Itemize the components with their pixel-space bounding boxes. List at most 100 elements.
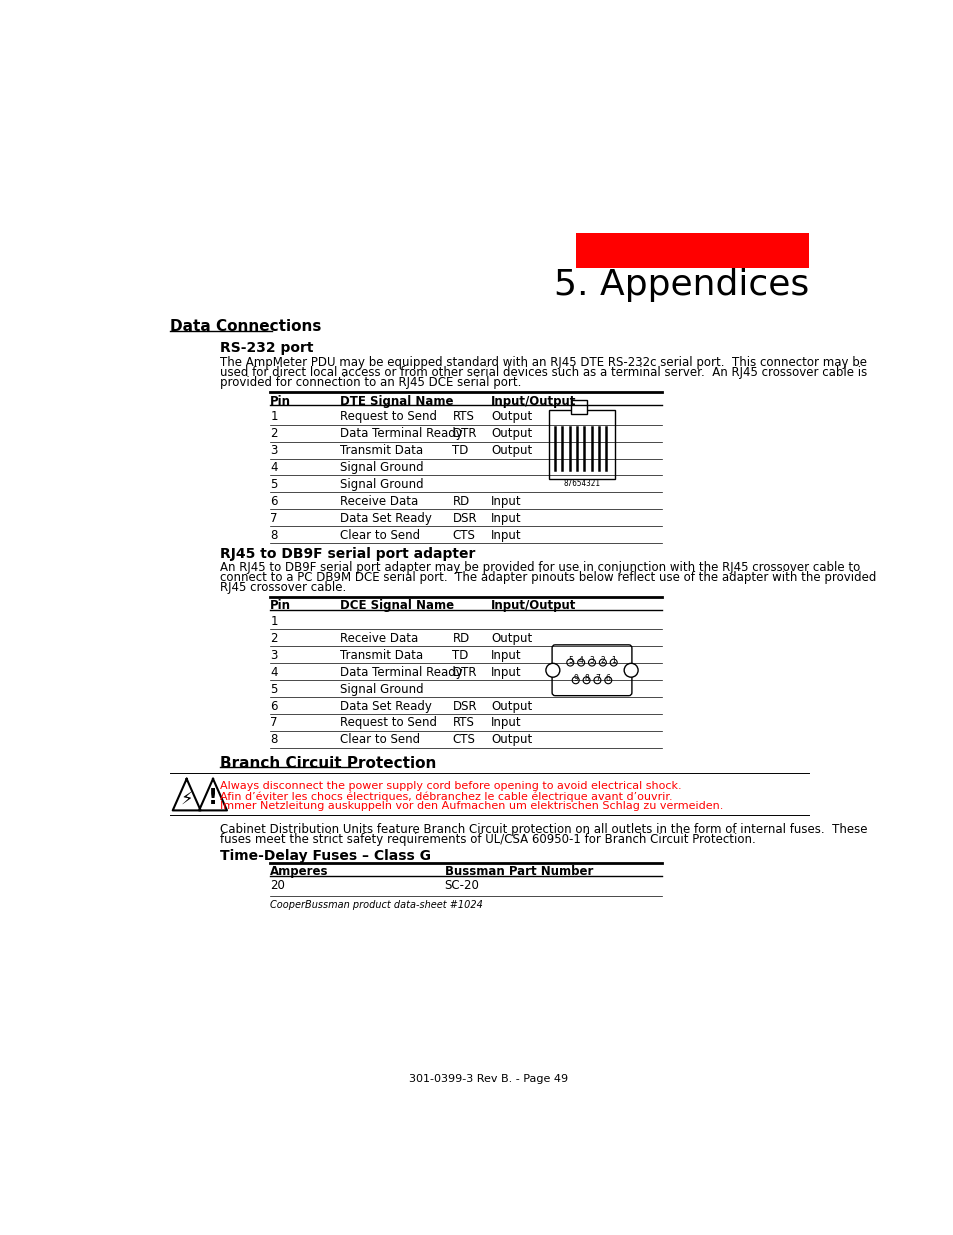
Text: The AmpMeter PDU may be equipped standard with an RJ45 DTE RS-232c serial port. : The AmpMeter PDU may be equipped standar… [220,356,866,369]
Bar [576,233,808,268]
Circle shape [545,663,559,677]
Text: Output: Output [491,443,532,457]
Text: Data Set Ready: Data Set Ready [340,511,432,525]
Text: Input: Input [491,716,521,730]
Text: RTS: RTS [452,716,474,730]
Text: SC-20: SC-20 [444,879,479,892]
Text: Signal Ground: Signal Ground [340,683,423,695]
Text: CTS: CTS [452,529,475,542]
Text: RJ45 crossover cable.: RJ45 crossover cable. [220,580,346,594]
Text: 87654321: 87654321 [563,479,600,488]
Text: 6: 6 [605,674,610,683]
Text: 3: 3 [270,648,277,662]
Text: Output: Output [491,632,532,645]
Text: Signal Ground: Signal Ground [340,461,423,474]
Text: Data Connections: Data Connections [170,319,320,335]
Text: RJ45 to DB9F serial port adapter: RJ45 to DB9F serial port adapter [220,547,475,561]
Text: 5. Appendices: 5. Appendices [553,268,808,303]
Circle shape [604,677,611,684]
Text: Amperes: Amperes [270,864,329,878]
Text: Input: Input [491,495,521,508]
Text: provided for connection to an RJ45 DCE serial port.: provided for connection to an RJ45 DCE s… [220,377,521,389]
Text: TD: TD [452,443,468,457]
Text: Input/Output: Input/Output [491,599,576,613]
Text: RTS: RTS [452,410,474,424]
Text: Data Terminal Ready: Data Terminal Ready [340,666,462,679]
Text: TD: TD [452,648,468,662]
Text: 1: 1 [270,410,277,424]
Text: 5: 5 [270,683,277,695]
Text: 8: 8 [583,674,588,683]
Text: Branch Circuit Protection: Branch Circuit Protection [220,756,436,771]
Text: Clear to Send: Clear to Send [340,734,420,746]
Text: 4: 4 [578,656,583,666]
Text: Transmit Data: Transmit Data [340,648,423,662]
Text: 1: 1 [270,615,277,627]
Circle shape [623,663,638,677]
Text: 6: 6 [270,495,277,508]
Bar [549,410,615,479]
Text: Bussman Part Number: Bussman Part Number [444,864,593,878]
Text: Pin: Pin [270,599,291,613]
Text: Pin: Pin [270,395,291,408]
Bar [571,400,586,414]
Text: Time-Delay Fuses – Class G: Time-Delay Fuses – Class G [220,848,431,863]
Text: RD: RD [452,495,469,508]
Text: 1: 1 [611,656,616,666]
Text: Receive Data: Receive Data [340,632,418,645]
Text: Output: Output [491,410,532,424]
Circle shape [588,659,595,666]
Text: 3: 3 [270,443,277,457]
Text: Afin d’éviter les chocs électriques, débranchez le cable électrique avant d’ouvr: Afin d’éviter les chocs électriques, déb… [220,792,672,802]
Text: 4: 4 [270,461,277,474]
Text: fuses meet the strict safety requirements of UL/CSA 60950-1 for Branch Circuit P: fuses meet the strict safety requirement… [220,832,755,846]
Text: Signal Ground: Signal Ground [340,478,423,490]
FancyBboxPatch shape [552,645,631,695]
Circle shape [594,677,600,684]
Text: Clear to Send: Clear to Send [340,529,420,542]
Text: DTR: DTR [452,666,476,679]
Text: Output: Output [491,699,532,713]
Text: RS-232 port: RS-232 port [220,341,314,354]
Text: 8: 8 [270,734,277,746]
Text: DCE Signal Name: DCE Signal Name [340,599,454,613]
Text: Input: Input [491,529,521,542]
Text: DTE Signal Name: DTE Signal Name [340,395,453,408]
Text: Data Terminal Ready: Data Terminal Ready [340,427,462,440]
Text: An RJ45 to DB9F serial port adapter may be provided for use in conjunction with : An RJ45 to DB9F serial port adapter may … [220,561,860,574]
Text: used for direct local access or from other serial devices such as a terminal ser: used for direct local access or from oth… [220,366,866,379]
Text: Receive Data: Receive Data [340,495,418,508]
Text: 7: 7 [270,716,277,730]
Text: DSR: DSR [452,511,476,525]
Text: Immer Netzleitung auskuppeln vor den Aufmachen um elektrischen Schlag zu vermeid: Immer Netzleitung auskuppeln vor den Auf… [220,802,722,811]
Text: 301-0399-3 Rev B. - Page 49: 301-0399-3 Rev B. - Page 49 [409,1073,568,1084]
Text: Request to Send: Request to Send [340,716,436,730]
Text: CooperBussman product data-sheet #1024: CooperBussman product data-sheet #1024 [270,900,483,910]
Text: connect to a PC DB9M DCE serial port.  The adapter pinouts below reflect use of : connect to a PC DB9M DCE serial port. Th… [220,571,876,584]
Text: Input: Input [491,648,521,662]
Text: CTS: CTS [452,734,475,746]
Text: 5: 5 [567,656,572,666]
Text: 8: 8 [270,529,277,542]
Text: Data Set Ready: Data Set Ready [340,699,432,713]
Text: 5: 5 [270,478,277,490]
Text: 9: 9 [573,674,578,683]
Text: DTR: DTR [452,427,476,440]
Text: Output: Output [491,734,532,746]
Text: !: ! [208,788,218,808]
Text: Request to Send: Request to Send [340,410,436,424]
Text: Input: Input [491,666,521,679]
Text: 2: 2 [270,632,277,645]
Text: 20: 20 [270,879,285,892]
Circle shape [566,659,573,666]
Text: Transmit Data: Transmit Data [340,443,423,457]
Text: 4: 4 [270,666,277,679]
Text: Output: Output [491,427,532,440]
Circle shape [578,659,584,666]
Text: RD: RD [452,632,469,645]
Text: Input: Input [491,511,521,525]
Text: Cabinet Distribution Units feature Branch Circuit protection on all outlets in t: Cabinet Distribution Units feature Branc… [220,823,866,836]
Text: Always disconnect the power supply cord before opening to avoid electrical shock: Always disconnect the power supply cord … [220,782,680,792]
Circle shape [572,677,578,684]
Text: 7: 7 [595,674,599,683]
